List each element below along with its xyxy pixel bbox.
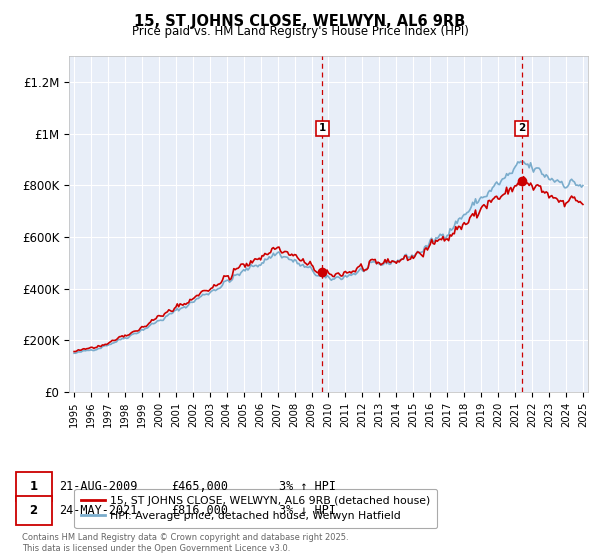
Text: 3% ↓ HPI: 3% ↓ HPI <box>279 503 336 517</box>
Legend: 15, ST JOHNS CLOSE, WELWYN, AL6 9RB (detached house), HPI: Average price, detach: 15, ST JOHNS CLOSE, WELWYN, AL6 9RB (det… <box>74 489 437 528</box>
Text: 2: 2 <box>29 503 38 517</box>
Text: 24-MAY-2021: 24-MAY-2021 <box>59 503 137 517</box>
Text: 3% ↑ HPI: 3% ↑ HPI <box>279 480 336 493</box>
Text: 2: 2 <box>518 123 525 133</box>
Text: 21-AUG-2009: 21-AUG-2009 <box>59 480 137 493</box>
Text: Price paid vs. HM Land Registry's House Price Index (HPI): Price paid vs. HM Land Registry's House … <box>131 25 469 38</box>
Text: 15, ST JOHNS CLOSE, WELWYN, AL6 9RB: 15, ST JOHNS CLOSE, WELWYN, AL6 9RB <box>134 14 466 29</box>
Text: 1: 1 <box>319 123 326 133</box>
Text: £465,000: £465,000 <box>171 480 228 493</box>
Text: Contains HM Land Registry data © Crown copyright and database right 2025.
This d: Contains HM Land Registry data © Crown c… <box>22 533 348 553</box>
Text: £816,000: £816,000 <box>171 503 228 517</box>
Text: 1: 1 <box>29 480 38 493</box>
